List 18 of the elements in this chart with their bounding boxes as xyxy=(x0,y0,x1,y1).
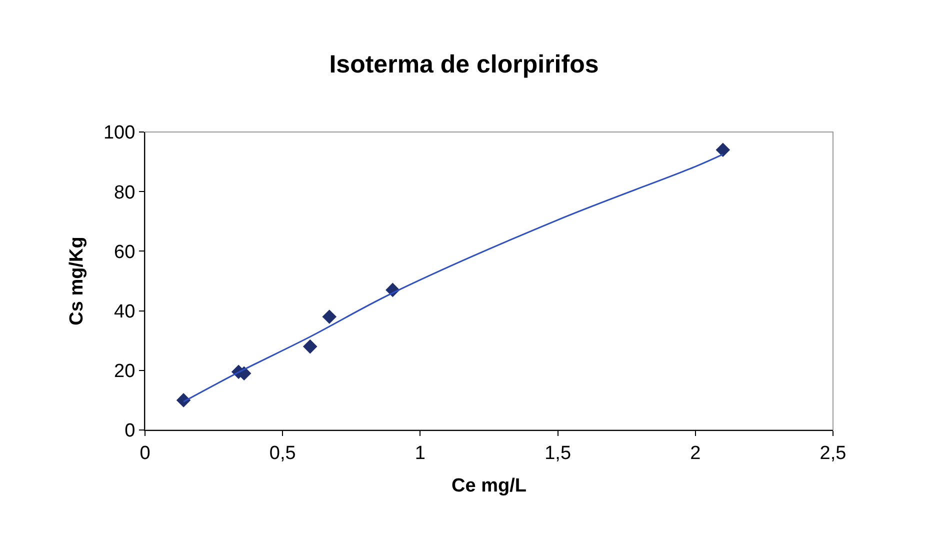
point xyxy=(322,310,337,324)
y-tick-label: 80 xyxy=(114,182,136,204)
y-tick-label: 20 xyxy=(114,361,136,382)
x-axis-title: Ce mg/L xyxy=(452,476,527,497)
x-tick-label: 0,5 xyxy=(269,442,296,464)
x-tick-label: 2 xyxy=(690,442,701,464)
y-axis-title: Cs mg/Kg xyxy=(66,236,88,326)
y-tick-label: 100 xyxy=(103,122,136,144)
x-tick-label: 0 xyxy=(140,442,150,464)
y-tick-label: 40 xyxy=(114,301,136,322)
x-tick-label: 2,5 xyxy=(820,442,846,464)
x-tick-label: 1,5 xyxy=(544,442,572,464)
point xyxy=(302,339,318,354)
chart-title: Isoterma de clorpirifos xyxy=(329,50,599,79)
point xyxy=(716,142,730,158)
y-tick-label: 60 xyxy=(114,242,136,263)
y-tick-label: 0 xyxy=(124,420,136,442)
x-tick-label: 1 xyxy=(414,442,426,464)
